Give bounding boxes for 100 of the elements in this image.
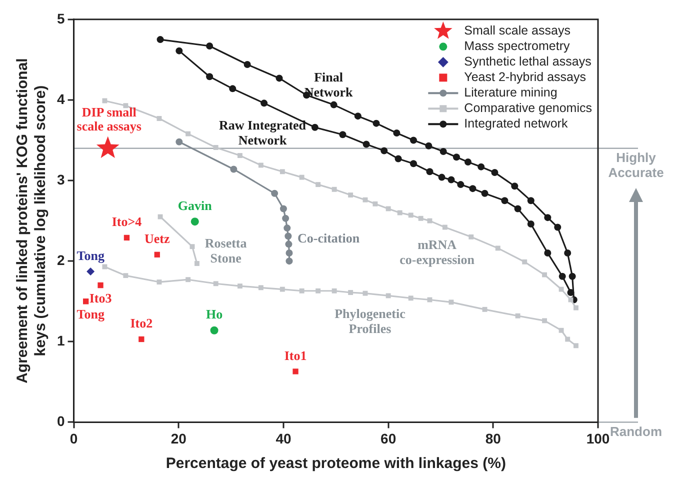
- data-label: Tong: [76, 248, 105, 263]
- point: [558, 286, 564, 292]
- point: [348, 192, 354, 198]
- point: [362, 140, 370, 148]
- point: [156, 280, 162, 284]
- point: [482, 306, 488, 312]
- legend-label: Literature mining: [464, 86, 558, 100]
- point: [495, 246, 500, 251]
- point: [478, 163, 485, 170]
- point: [286, 258, 293, 265]
- annotation: Raw Integrated Network: [218, 118, 307, 148]
- point: [230, 166, 238, 173]
- y-tick-label: 4: [56, 90, 65, 107]
- point: [348, 290, 354, 295]
- legend-label: Small scale assays: [464, 24, 570, 38]
- point: [544, 250, 552, 257]
- point: [258, 162, 264, 168]
- point: [83, 298, 89, 304]
- point: [558, 328, 564, 333]
- point: [229, 85, 236, 92]
- point: [408, 212, 414, 218]
- point: [96, 136, 120, 158]
- y-axis-title: Agreement of linked proteins' KOG functional keys (cumulative log likelihood score): [14, 58, 50, 384]
- point: [380, 147, 388, 154]
- y-tick-label: 0: [56, 413, 65, 430]
- point: [410, 160, 417, 168]
- point: [448, 300, 454, 305]
- point: [280, 286, 285, 292]
- point: [481, 190, 488, 197]
- point: [491, 168, 498, 176]
- point: [280, 169, 285, 174]
- point: [156, 116, 162, 121]
- point: [332, 288, 337, 294]
- point: [418, 216, 424, 221]
- point: [527, 197, 534, 204]
- data-label: Uetz: [144, 230, 170, 246]
- point: [448, 176, 455, 184]
- point: [452, 154, 460, 161]
- point: [469, 185, 476, 192]
- point: [194, 261, 200, 266]
- point: [190, 218, 199, 226]
- point: [285, 240, 292, 248]
- point: [565, 336, 570, 342]
- point: [372, 120, 380, 127]
- point: [440, 148, 447, 156]
- legend-label: Synthetic lethal assays: [464, 54, 592, 69]
- point: [186, 277, 191, 282]
- point: [438, 174, 446, 181]
- y-tick-label: 3: [56, 171, 65, 188]
- y-tick-label: 5: [56, 10, 65, 26]
- point: [292, 368, 298, 374]
- point: [282, 214, 290, 222]
- point: [426, 168, 434, 176]
- point: [386, 293, 391, 298]
- point: [544, 214, 552, 222]
- point: [514, 205, 522, 212]
- point: [442, 224, 448, 230]
- point: [464, 158, 472, 166]
- point: [176, 47, 183, 54]
- point: [564, 250, 572, 257]
- point: [574, 305, 578, 310]
- point: [568, 272, 576, 280]
- point: [299, 174, 304, 180]
- point: [558, 272, 566, 280]
- point: [213, 145, 218, 150]
- point: [206, 42, 214, 50]
- point: [393, 129, 400, 136]
- x-tick-label: 60: [380, 430, 396, 446]
- point: [511, 182, 518, 190]
- point: [574, 343, 578, 348]
- point: [102, 98, 108, 104]
- data-label: Ito1: [284, 348, 307, 363]
- point: [138, 336, 144, 342]
- data-label: Tong: [76, 306, 105, 322]
- point: [158, 214, 163, 220]
- point: [457, 181, 464, 188]
- point: [386, 206, 391, 212]
- data-label: Ito2: [130, 316, 153, 331]
- point: [410, 136, 417, 144]
- point: [339, 131, 346, 138]
- point: [362, 197, 368, 202]
- point: [154, 252, 160, 258]
- point: [284, 224, 291, 232]
- ref-line-label: Highly Accurate: [608, 150, 664, 180]
- point: [124, 234, 130, 241]
- point: [354, 112, 362, 120]
- x-tick-label: 40: [276, 430, 292, 446]
- data-label: Ho: [206, 306, 223, 322]
- legend-label: Integrated network: [464, 116, 568, 131]
- point: [86, 268, 95, 276]
- point: [237, 153, 242, 158]
- point: [237, 284, 242, 289]
- point: [515, 313, 520, 318]
- point: [554, 224, 562, 231]
- x-tick-label: 100: [586, 430, 610, 446]
- legend-label: Mass spectrometry: [464, 39, 570, 54]
- point: [394, 155, 402, 162]
- point: [372, 201, 378, 206]
- point: [542, 318, 548, 324]
- data-label: Ito>4: [112, 214, 142, 230]
